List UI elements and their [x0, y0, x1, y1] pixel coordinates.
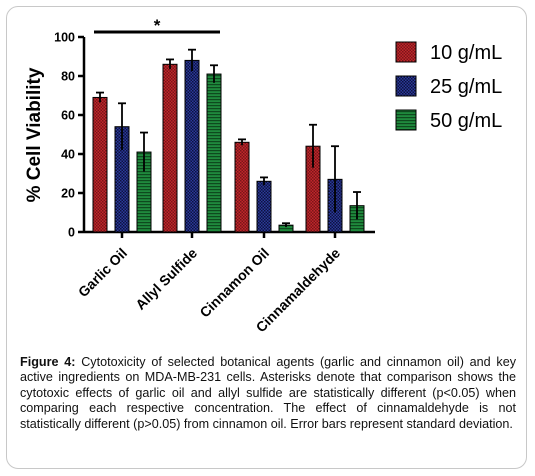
- y-axis-title: % Cell Viability: [24, 67, 45, 202]
- legend-label: 25 g/mL: [430, 76, 502, 98]
- bar: [162, 63, 178, 233]
- y-tick-label: 40: [61, 148, 75, 162]
- bars: [92, 59, 365, 233]
- figure-label: Figure 4:: [20, 355, 76, 369]
- y-tick-label: 0: [68, 226, 75, 240]
- x-tick-label: Cinnamon Oil: [196, 245, 272, 321]
- bar-chart: % Cell Viability 0 20 40 60 80 100 Garlic Oil…: [24, 16, 502, 335]
- figure-caption: Figure 4: Cytotoxicity of selected botan…: [20, 355, 516, 432]
- y-tick-label: 60: [61, 109, 75, 123]
- legend-swatch: [395, 41, 417, 63]
- y-tick-label: 20: [61, 187, 75, 201]
- x-tick-label: Allyl Sulfide: [132, 245, 200, 313]
- legend-label: 10 g/mL: [430, 42, 502, 64]
- bar: [206, 73, 222, 233]
- legend: 10 g/mL 25 g/mL 50 g/mL: [395, 41, 502, 132]
- bar: [256, 180, 272, 233]
- y-axis: 0 20 40 60 80 100: [54, 31, 86, 240]
- y-tick-label: 100: [54, 31, 75, 45]
- legend-swatch: [395, 109, 417, 131]
- y-tick-label: 80: [61, 70, 75, 84]
- significance-annotation: *: [94, 16, 220, 35]
- bar: [234, 141, 250, 233]
- legend-label: 50 g/mL: [430, 110, 502, 132]
- x-tick-label: Garlic Oil: [75, 245, 130, 300]
- caption-text: Cytotoxicity of selected botanical agent…: [20, 355, 516, 431]
- bar: [184, 59, 200, 233]
- legend-swatch: [395, 75, 417, 97]
- bar: [92, 96, 108, 233]
- figure-frame: [6, 6, 527, 469]
- error-bars: [96, 48, 361, 228]
- significance-asterisk: *: [154, 16, 161, 35]
